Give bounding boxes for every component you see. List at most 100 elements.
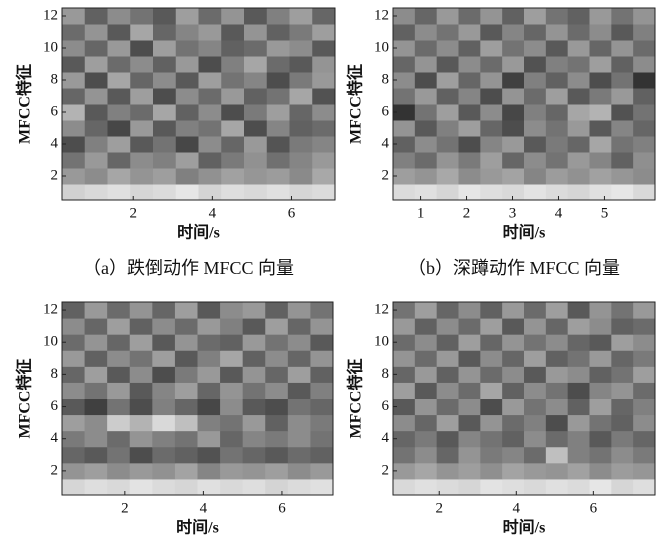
heatmap-cell bbox=[480, 446, 503, 464]
y-tick-label: 2 bbox=[51, 462, 59, 478]
heatmap-cell bbox=[524, 366, 547, 383]
heatmap-cell bbox=[524, 104, 547, 121]
heatmap-cell bbox=[480, 56, 503, 73]
heatmap-cell bbox=[175, 8, 199, 25]
heatmap-cell bbox=[589, 168, 612, 185]
heatmap-cell bbox=[393, 430, 416, 448]
heatmap-cell bbox=[393, 414, 416, 432]
heatmap-cell bbox=[287, 446, 311, 464]
heatmap-cell bbox=[244, 24, 268, 41]
heatmap-cell bbox=[198, 184, 222, 201]
heatmap-cell bbox=[107, 184, 131, 201]
plot-frame bbox=[61, 301, 334, 496]
heatmap-cell bbox=[436, 462, 459, 480]
heatmap-cell bbox=[84, 414, 108, 432]
heatmap-cell bbox=[458, 40, 481, 57]
heatmap-cell bbox=[502, 8, 525, 25]
heatmap-cell bbox=[175, 104, 199, 121]
heatmap-cell bbox=[198, 24, 222, 41]
x-tick-label: 2 bbox=[435, 500, 443, 516]
heatmap-cell bbox=[84, 104, 108, 121]
heatmap-cell bbox=[129, 302, 153, 319]
heatmap-cell bbox=[436, 430, 459, 448]
heatmap-cell bbox=[198, 88, 222, 105]
heatmap-cell bbox=[633, 184, 656, 201]
heatmap-cell bbox=[107, 430, 131, 448]
heatmap-cell bbox=[107, 414, 131, 432]
heatmap-cell bbox=[220, 398, 244, 416]
heatmap-cell bbox=[107, 478, 131, 496]
heatmap-cell bbox=[289, 88, 313, 105]
heatmap-cell bbox=[414, 8, 438, 25]
heatmap-cell bbox=[197, 302, 221, 319]
heatmap-cell bbox=[107, 350, 131, 367]
y-tick-label: 12 bbox=[43, 301, 58, 317]
heatmap-cell bbox=[589, 88, 612, 105]
heatmap-cell bbox=[153, 8, 177, 25]
heatmap-cell bbox=[174, 462, 198, 480]
heatmap-cell bbox=[524, 56, 547, 73]
heatmap-cell bbox=[524, 382, 547, 399]
heatmap-cell bbox=[567, 24, 590, 41]
heatmap-cell bbox=[458, 8, 481, 25]
heatmap-cell bbox=[480, 8, 503, 25]
heatmap-cell bbox=[310, 446, 334, 464]
heatmap-cell bbox=[287, 318, 311, 335]
heatmap-cell bbox=[153, 120, 177, 137]
heatmap-cell bbox=[310, 366, 334, 383]
heatmap-cell bbox=[287, 334, 311, 351]
heatmap-cell bbox=[174, 398, 198, 416]
heatmap-cell bbox=[393, 366, 416, 383]
heatmap-cell bbox=[312, 120, 336, 137]
heatmap-cell bbox=[198, 72, 222, 89]
heatmap-cell bbox=[611, 184, 634, 201]
heatmap-cell bbox=[310, 318, 334, 335]
heatmap-cell bbox=[84, 56, 108, 73]
heatmap-cell bbox=[84, 382, 108, 399]
heatmap-cell bbox=[436, 120, 459, 137]
heatmap-cell bbox=[265, 302, 289, 319]
heatmap-cell bbox=[312, 168, 336, 185]
heatmap-cell bbox=[266, 56, 290, 73]
heatmap-cell bbox=[458, 462, 481, 480]
heatmap-cell bbox=[480, 382, 503, 399]
heatmap-cell bbox=[414, 414, 438, 432]
heatmap-cell bbox=[197, 382, 221, 399]
heatmap-cell bbox=[480, 72, 503, 89]
heatmap-cell bbox=[175, 24, 199, 41]
heatmap-cell bbox=[266, 152, 290, 169]
heatmap-cell bbox=[84, 430, 108, 448]
heatmap-cell bbox=[221, 136, 245, 153]
heatmap-cell bbox=[129, 430, 153, 448]
heatmap-cell bbox=[458, 446, 481, 464]
heatmap-cell bbox=[129, 382, 153, 399]
heatmap-cell bbox=[633, 446, 656, 464]
heatmap-cell bbox=[502, 40, 525, 57]
heatmap-cell bbox=[611, 478, 634, 496]
heatmap-cell bbox=[130, 72, 154, 89]
heatmap-cell bbox=[567, 478, 590, 496]
heatmap-cell bbox=[589, 350, 612, 367]
heatmap-cell bbox=[502, 430, 525, 448]
heatmap-cell bbox=[130, 168, 154, 185]
heatmap-cell bbox=[458, 24, 481, 41]
heatmap-cell bbox=[414, 430, 438, 448]
heatmap-cell bbox=[393, 350, 416, 367]
heatmap-cell bbox=[545, 366, 569, 383]
heatmap-cell bbox=[242, 462, 266, 480]
heatmap-cell bbox=[242, 478, 266, 496]
heatmap-cell bbox=[458, 152, 481, 169]
plot-frame bbox=[392, 301, 656, 496]
heatmap-cell bbox=[589, 120, 612, 137]
heatmap-cell bbox=[480, 104, 503, 121]
heatmap-cell bbox=[62, 414, 86, 432]
heatmap-cell bbox=[502, 350, 525, 367]
heatmap-cell bbox=[62, 40, 86, 57]
heatmap-cell bbox=[289, 8, 313, 25]
heatmap-cell bbox=[393, 168, 416, 185]
heatmap-cell bbox=[567, 56, 590, 73]
heatmap-cell bbox=[198, 8, 222, 25]
heatmap-cell bbox=[502, 478, 525, 496]
y-tick-label: 2 bbox=[382, 167, 390, 183]
heatmap-cell bbox=[221, 104, 245, 121]
